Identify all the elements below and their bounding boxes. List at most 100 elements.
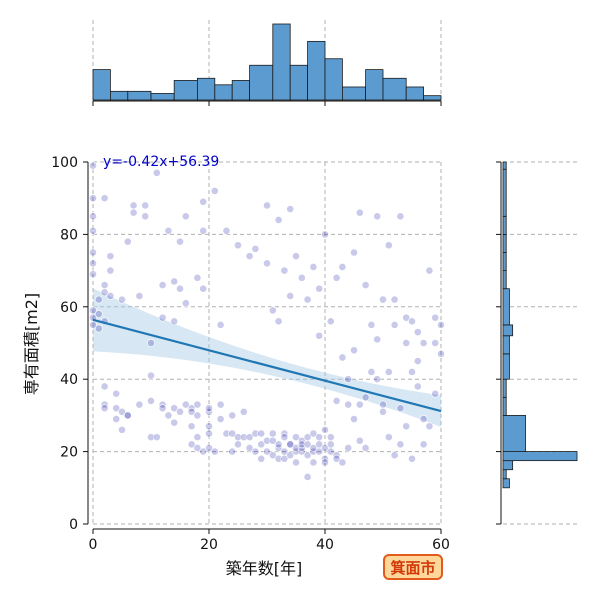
scatter-point [94,310,103,318]
y-hist-bar [502,378,507,398]
scatter-point [257,440,266,449]
x-tick-label: 0 [89,537,98,553]
scatter-point [263,447,271,456]
scatter-point [228,429,237,438]
scatter-point [419,339,428,347]
scatter-point [158,313,167,322]
scatter-point [193,273,202,282]
y-tick-label: 80 [60,227,78,243]
scatter-point [245,433,254,442]
scatter-point [251,244,260,253]
scatter-point [193,411,202,420]
scatter-point [141,201,150,210]
scatter-point [332,454,341,463]
scatter-point [437,320,445,329]
scatter-point [408,454,416,463]
scatter-point [147,397,155,405]
scatter-point [309,444,318,452]
scatter-point [106,292,115,300]
scatter-point [309,458,318,467]
scatter-point [315,440,324,449]
scatter-point [408,368,416,376]
scatter-point [176,284,184,293]
scatter-point [326,433,335,442]
scatter-point [205,444,213,452]
scatter-point [326,447,335,456]
scatter-point [199,284,208,293]
x-hist-bar [92,69,111,101]
scatter-point [390,320,399,329]
scatter-point [176,237,184,246]
scatter-point [321,458,329,467]
scatter-point [419,440,428,449]
scatter-point [152,433,161,442]
scatter-point [176,407,184,416]
scatter-point [390,451,399,460]
scatter-point [292,458,300,467]
x-hist-bar [324,58,343,101]
scatter-point [350,346,358,355]
scatter-point [100,404,109,413]
x-hist-bar [214,84,233,101]
scatter-point [89,248,97,257]
axes [87,100,502,530]
scatter-point [344,444,353,452]
scatter-point [413,328,422,337]
main-grid [92,161,442,525]
scatter-point [89,161,97,170]
scatter-point [379,295,387,304]
scatter-point [118,425,126,434]
scatter-point [222,429,231,438]
scatter-point [350,415,358,423]
scatter-point [210,187,219,195]
y-hist-bar [502,469,507,480]
scatter-point [245,252,254,261]
y-hist-bar [502,460,514,471]
scatter-point [390,295,399,304]
scatter-point [263,259,271,268]
scatter-point [361,393,370,402]
scatter-point [292,433,300,442]
y-hist-bar [502,324,514,337]
x-marginal-histogram [92,23,442,101]
x-hist-bar [341,86,366,101]
scatter-point [187,422,196,431]
scatter-point [181,400,190,409]
scatter-point [158,404,167,413]
scatter-point [373,335,382,344]
scatter-point [303,473,312,481]
right-hist-grid [503,161,577,525]
scatter-point [384,433,393,442]
scatter-point [350,248,358,257]
scatter-point [344,400,353,409]
scatter-point [321,425,329,434]
scatter-point [251,447,260,456]
confidence-band-area [93,288,441,427]
regression-line [92,318,442,413]
scatter-point [361,281,370,289]
scatter-point [216,320,225,329]
regression-line-path [92,318,442,413]
scatter-point [326,440,335,449]
scatter-point [257,454,266,463]
scatter-point [286,451,295,460]
scatter-point [384,241,393,250]
scatter-point [170,317,179,326]
scatter-point [89,226,97,235]
y-hist-bar [502,396,507,416]
scatter-point [147,339,155,347]
scatter-point [239,433,248,442]
x-hist-bar [249,64,274,101]
scatter-point [123,411,132,420]
scatter-point [106,266,115,275]
scatter-point [280,266,289,275]
scatter-point [170,404,179,413]
scatter-point [413,357,422,365]
y-hist-bar [502,270,507,290]
y-hist-bar [502,478,510,489]
scatter-point [199,197,208,206]
scatter-point [303,295,312,304]
y-hist-bar [502,252,507,272]
scatter-point [112,404,121,413]
scatter-point [315,331,324,340]
